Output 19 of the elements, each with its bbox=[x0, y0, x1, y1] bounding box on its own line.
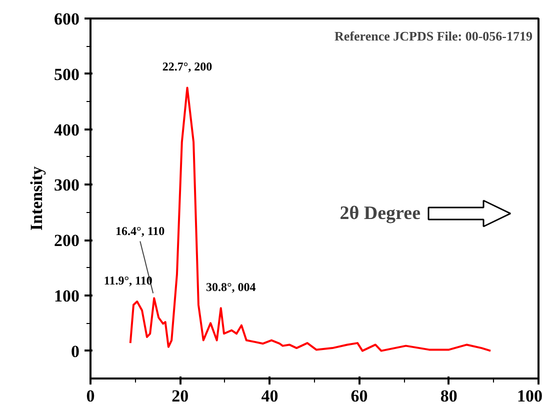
annotation: Reference JCPDS File: 00-056-1719 bbox=[334, 28, 533, 44]
x-tick-label: 40 bbox=[261, 386, 278, 405]
x-tick-label: 60 bbox=[350, 386, 368, 405]
annotation: 30.8°, 004 bbox=[206, 280, 256, 294]
y-tick-label: 500 bbox=[54, 64, 80, 84]
x-axis-title: 2θ Degree bbox=[340, 203, 421, 224]
y-tick-label: 0 bbox=[71, 342, 80, 361]
x-tick-label: 20 bbox=[172, 386, 189, 405]
x-tick-label: 80 bbox=[440, 386, 458, 405]
y-tick-label: 300 bbox=[54, 176, 80, 195]
annotation: 16.4°, 110 bbox=[116, 224, 165, 238]
x-tick-label: 0 bbox=[86, 386, 95, 405]
y-tick-label: 600 bbox=[54, 10, 80, 28]
annotation: 22.7°, 200 bbox=[162, 60, 212, 74]
y-tick-label: 100 bbox=[54, 286, 80, 306]
y-tick-label: 400 bbox=[54, 120, 80, 140]
y-axis-title: Intensity bbox=[27, 166, 46, 231]
y-tick-label: 200 bbox=[54, 231, 80, 250]
x-tick-label: 100 bbox=[517, 386, 542, 405]
